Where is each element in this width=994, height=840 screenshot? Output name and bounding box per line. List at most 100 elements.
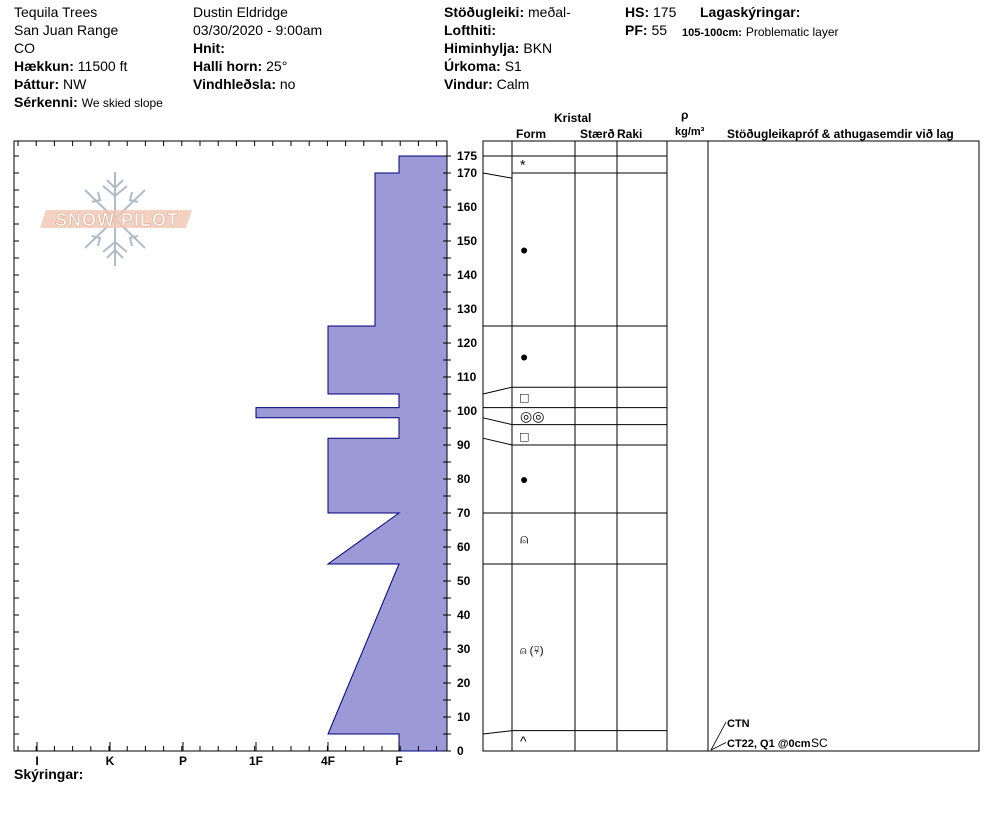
depth-label: 90 xyxy=(457,438,471,452)
legend-label: Lagaskýringar: xyxy=(700,4,801,20)
aspect-label: Þáttur: xyxy=(14,76,60,92)
grain-form-symbol: ● xyxy=(520,471,528,487)
aspect-value: NW xyxy=(63,76,87,92)
footer-label: Skýringar: xyxy=(14,766,84,782)
pf-row: PF: 55 xyxy=(625,22,667,38)
wind-value: Calm xyxy=(496,76,530,92)
layer-connector xyxy=(482,172,513,179)
logo-banner xyxy=(40,210,192,228)
depth-label: 130 xyxy=(457,302,477,316)
layer-connector xyxy=(482,417,513,426)
stability-label: Stöðugleiki: xyxy=(444,4,525,20)
depth-label: 150 xyxy=(457,234,477,248)
precip-value: S1 xyxy=(504,58,522,74)
test-label-sc: SC xyxy=(811,736,828,750)
wind-loading-value: no xyxy=(279,76,296,92)
features-label: Sérkenni: xyxy=(14,94,78,110)
moisture-header: Raki xyxy=(617,127,643,141)
grain-form-symbol: ^ xyxy=(520,733,527,749)
precip-row: Úrkoma: S1 xyxy=(444,58,522,74)
hardness-label: 4F xyxy=(321,754,335,768)
depth-label: 160 xyxy=(457,200,477,214)
legend-row: 105-100cm: Problematic layer xyxy=(682,23,839,41)
slope-label: Halli horn: xyxy=(193,58,263,74)
elevation-label: Hækkun: xyxy=(14,58,74,74)
features-row: Sérkenni: We skied slope xyxy=(14,94,163,111)
hardness-panel: I K P 1F 4F F xyxy=(13,140,448,768)
depth-label: 80 xyxy=(457,472,471,486)
table-frame xyxy=(482,140,980,752)
grain-form-symbol: □ xyxy=(520,429,529,445)
hardness-label: P xyxy=(179,754,187,768)
coords-row: Hnit: xyxy=(193,40,225,56)
hardness-label: I xyxy=(35,754,38,768)
depth-label: 60 xyxy=(457,540,471,554)
stability-row: Stöðugleiki: meðal- xyxy=(444,4,571,20)
layer-connector xyxy=(482,730,513,735)
hs-value: 175 xyxy=(653,4,677,20)
logo-text: SNOW PILOT xyxy=(55,210,179,230)
grain-form-symbol: ● xyxy=(520,349,528,365)
grain-form-symbol: □ xyxy=(520,389,529,405)
elevation-value: 11500 ft xyxy=(77,58,128,74)
depth-label: 100 xyxy=(457,404,477,418)
slope-value: 25° xyxy=(266,58,288,74)
crystal-header: Kristal xyxy=(554,111,592,125)
wind-label: Vindur: xyxy=(444,76,493,92)
wind-loading-row: Vindhleðsla: no xyxy=(193,76,295,92)
legend-text: Problematic layer xyxy=(745,25,839,39)
depth-label: 30 xyxy=(457,642,471,656)
stability-value: meðal- xyxy=(528,4,571,20)
tests-header: Stöðugleikapróf & athugasemdir við lag xyxy=(727,127,954,141)
depth-label: 140 xyxy=(457,268,477,282)
size-header: Stærð xyxy=(580,127,615,141)
density-unit-header: kg/m³ xyxy=(675,126,705,138)
wind-row: Vindur: Calm xyxy=(444,76,529,92)
observer-name: Dustin Eldridge xyxy=(193,4,288,20)
wind-loading-label: Vindhleðsla: xyxy=(193,76,276,92)
features-value: We skied slope xyxy=(81,96,163,110)
depth-label: 70 xyxy=(457,506,471,520)
state-name: CO xyxy=(14,40,35,56)
hs-row: HS: 175 xyxy=(625,4,676,20)
pf-value: 55 xyxy=(651,22,668,38)
range-name: San Juan Range xyxy=(14,22,119,38)
grain-form-symbol: ◎◎ xyxy=(520,408,544,424)
coords-label: Hnit: xyxy=(193,40,225,56)
depth-label: 170 xyxy=(457,166,477,180)
depth-label: 110 xyxy=(457,370,477,384)
grain-form-symbol: * xyxy=(520,157,526,173)
test-label-ct22: CT22, Q1 @0cm xyxy=(727,738,811,750)
grain-form-symbol: ⍝ (⍫) xyxy=(520,645,544,657)
test-label-ctn: CTN xyxy=(727,718,750,730)
hardness-label: 1F xyxy=(249,754,263,768)
depth-label: 20 xyxy=(457,676,471,690)
precip-label: Úrkoma: xyxy=(444,58,501,74)
rho-header: ρ xyxy=(681,108,689,122)
hardness-label: F xyxy=(395,754,402,768)
hardness-label: K xyxy=(106,754,115,768)
depth-axis: 1751701601501401301201101009080706050403… xyxy=(443,141,477,758)
air-temp-row: Lofthiti: xyxy=(444,22,496,38)
observation-datetime: 03/30/2020 - 9:00am xyxy=(193,22,323,38)
depth-label: 10 xyxy=(457,710,471,724)
sky-value: BKN xyxy=(523,40,553,56)
depth-label: 175 xyxy=(457,149,477,163)
hardness-profile-area xyxy=(255,155,448,752)
grain-form-symbol: ● xyxy=(520,242,528,258)
legend-range: 105-100cm: xyxy=(682,27,742,39)
depth-label: 40 xyxy=(457,608,471,622)
aspect-row: Þáttur: NW xyxy=(14,76,86,92)
test-pointer xyxy=(710,721,727,751)
air-temp-label: Lofthiti: xyxy=(444,22,497,38)
form-header: Form xyxy=(516,127,546,141)
pf-label: PF: xyxy=(625,22,648,38)
depth-label: 50 xyxy=(457,574,471,588)
grain-form-symbol: ⍝ xyxy=(520,531,528,547)
location-name: Tequila Trees xyxy=(14,4,98,20)
layer-table: * ● ● □ ◎◎ □ ● ⍝ ⍝ (⍫) ^ CTN CT22, Q1 @0cm SC xyxy=(482,140,980,752)
sky-row: Himinhylja: BKN xyxy=(444,40,552,56)
layer-connector xyxy=(482,437,513,446)
sky-label: Himinhylja: xyxy=(444,40,520,56)
